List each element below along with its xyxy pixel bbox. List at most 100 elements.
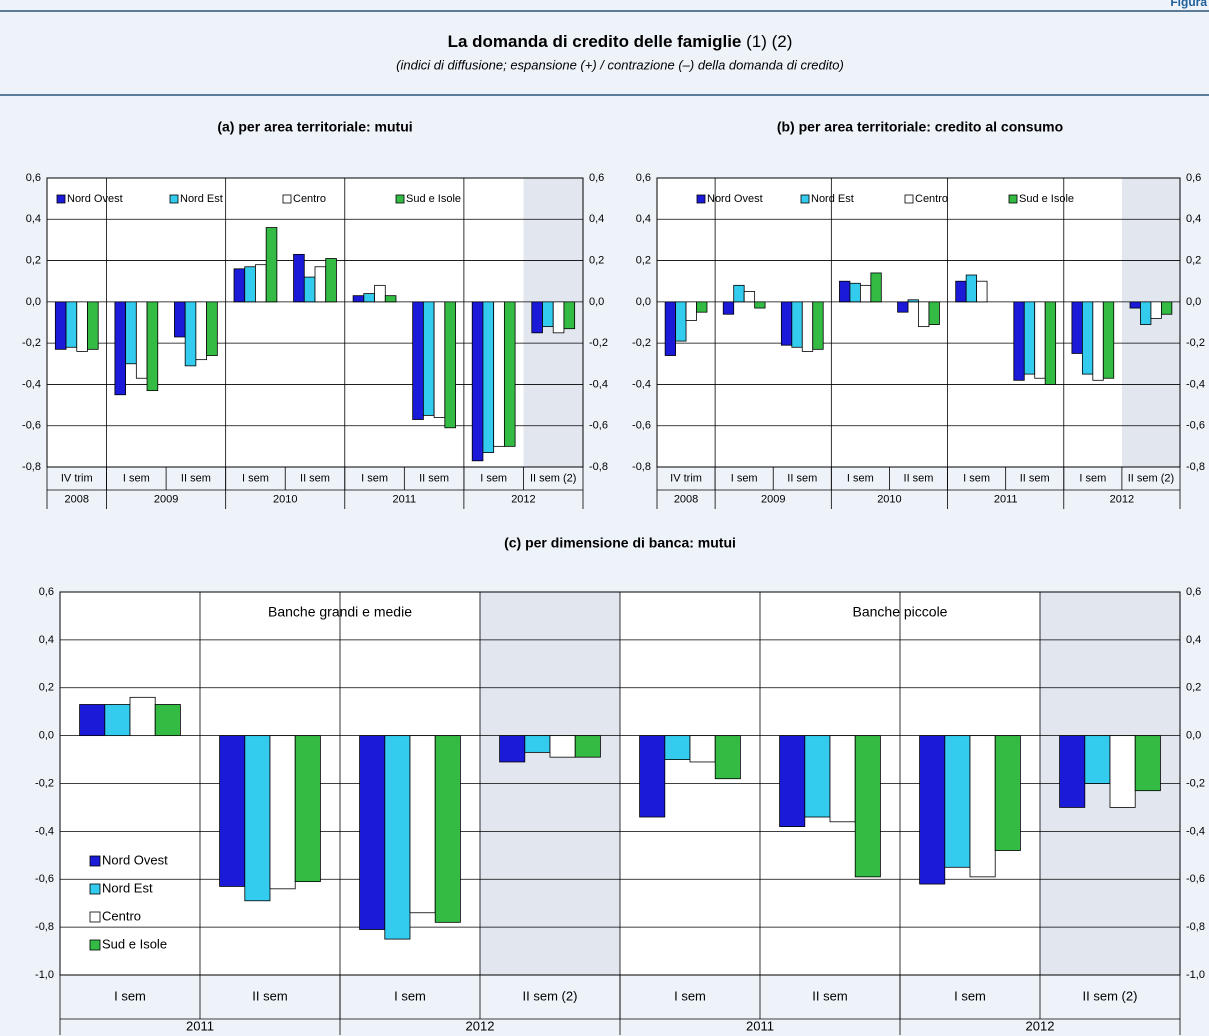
y2-tick-label: 0,4 — [589, 213, 604, 225]
legend-label: Centro — [293, 193, 326, 205]
y2-tick-label: 0,6 — [1186, 172, 1201, 184]
bar — [552, 301, 565, 334]
y2-tick-label: 0,2 — [1186, 682, 1201, 694]
bar — [87, 301, 99, 350]
bar — [269, 735, 296, 890]
plot-border — [46, 177, 584, 468]
year-label: 2009 — [761, 493, 785, 505]
y2-tick-label: 0,0 — [589, 296, 604, 308]
bar — [965, 274, 978, 303]
bar — [255, 264, 267, 303]
bar — [524, 735, 551, 753]
bar — [870, 272, 882, 303]
bar — [722, 301, 735, 315]
y-tick-label: 0,2 — [26, 254, 41, 266]
plot-border — [59, 591, 1181, 976]
bar — [104, 704, 131, 737]
x-tick-label: I sem — [731, 472, 758, 484]
x-tick-label: II sem — [1020, 472, 1050, 484]
y-tick-label: 0,4 — [26, 213, 41, 225]
year-label: 2012 — [1110, 493, 1134, 505]
y2-tick-label: -0,6 — [1186, 420, 1205, 432]
legend-label: Nord Est — [811, 193, 854, 205]
x-tick-label: II sem — [300, 472, 330, 484]
bar — [733, 284, 745, 303]
bar — [79, 704, 106, 737]
x-tick-label: I sem — [847, 472, 874, 484]
bar — [76, 301, 88, 352]
y2-tick-label: 0,2 — [589, 254, 604, 266]
y-tick-label: 0,0 — [39, 730, 54, 742]
bar — [696, 301, 708, 313]
bar — [154, 704, 181, 737]
bar — [804, 735, 831, 818]
bar — [384, 295, 397, 303]
legend-swatch — [169, 194, 179, 204]
y2-tick-label: 0,6 — [1186, 586, 1201, 598]
bar — [664, 735, 691, 760]
plot-border — [656, 177, 1181, 468]
bar — [1071, 301, 1083, 354]
chart-title: (c) per dimensione di banca: mutui — [504, 535, 736, 551]
bar — [969, 735, 996, 878]
legend-label: Sud e Isole — [1019, 193, 1074, 205]
bar — [664, 301, 676, 356]
y2-tick-label: -0,8 — [589, 461, 608, 473]
x-tick-label: I sem — [114, 988, 146, 1003]
x-tick-label: I sem — [963, 472, 990, 484]
bar — [244, 735, 271, 902]
y-tick-label: -1,0 — [35, 969, 54, 981]
y2-tick-label: 0,2 — [1186, 254, 1201, 266]
bar — [685, 301, 697, 321]
bar — [639, 735, 666, 818]
title-notes: (1) (2) — [746, 32, 792, 51]
bar — [294, 735, 321, 883]
bar — [174, 301, 186, 338]
bar — [919, 735, 946, 885]
bar — [352, 295, 365, 303]
x-tick-label: II sem (2) — [1128, 472, 1174, 484]
figure-subtitle: (indici di diffusione; espansione (+) / … — [396, 57, 844, 72]
bar — [994, 735, 1021, 851]
bar — [542, 301, 554, 328]
bar — [233, 268, 246, 303]
bar — [918, 301, 930, 328]
y-tick-label: -0,6 — [22, 420, 41, 432]
bar — [314, 266, 327, 303]
legend-swatch — [56, 194, 66, 204]
y-tick-label: -0,8 — [22, 461, 41, 473]
year-label: 2010 — [877, 493, 901, 505]
bar — [503, 301, 516, 447]
y-tick-label: -0,4 — [35, 825, 54, 837]
y2-tick-label: -0,2 — [1186, 337, 1205, 349]
bar — [412, 301, 424, 420]
bar — [754, 301, 766, 309]
chart-title: (b) per area territoriale: credito al co… — [777, 119, 1063, 135]
bar — [955, 280, 967, 303]
legend-label: Nord Ovest — [707, 193, 763, 205]
legend-label: Centro — [915, 193, 948, 205]
legend-swatch — [89, 939, 101, 951]
year-label: 2011 — [186, 1018, 214, 1033]
year-label: 2008 — [65, 493, 89, 505]
y2-tick-label: -0,8 — [1186, 921, 1205, 933]
bar — [493, 301, 505, 447]
x-tick-label: I sem — [123, 472, 150, 484]
year-label: 2008 — [674, 493, 698, 505]
legend-label: Sud e Isole — [406, 193, 461, 205]
bar — [531, 301, 543, 334]
bar — [779, 735, 806, 827]
bar — [1092, 301, 1104, 381]
x-tick-label: II sem (2) — [1083, 988, 1138, 1003]
bar — [125, 301, 137, 365]
y-tick-label: -0,6 — [35, 873, 54, 885]
bar — [859, 284, 872, 303]
year-label: 2012 — [466, 1018, 495, 1033]
y-tick-label: 0,4 — [636, 213, 651, 225]
bar — [854, 735, 881, 878]
x-tick-label: II sem — [812, 988, 847, 1003]
bar — [801, 301, 814, 352]
panel-label: Banche piccole — [853, 604, 948, 620]
legend-swatch — [904, 194, 914, 204]
x-tick-label: II sem — [904, 472, 934, 484]
